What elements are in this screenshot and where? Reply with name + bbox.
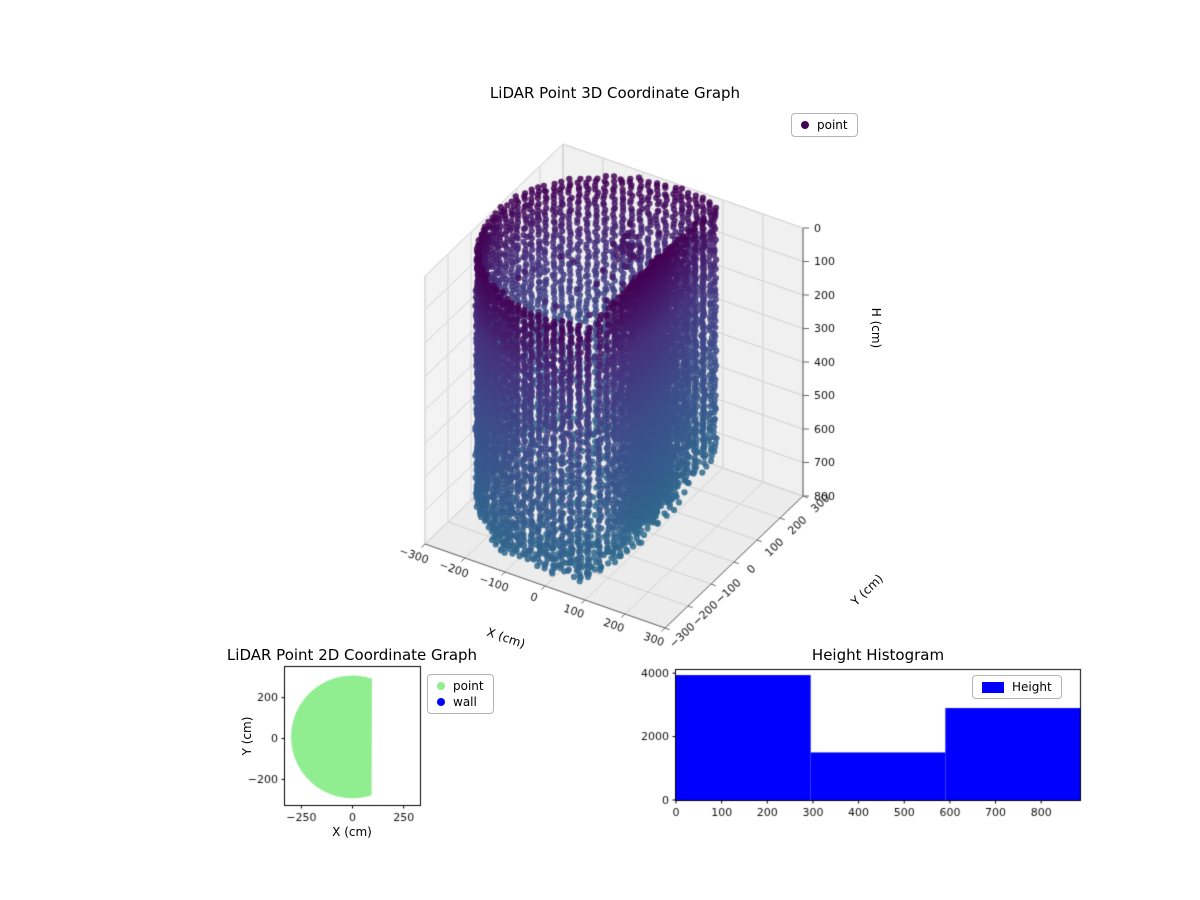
- wall-marker-icon: [437, 698, 445, 706]
- legend-item-point: point: [801, 119, 848, 131]
- plot-2d-title: LiDAR Point 2D Coordinate Graph: [226, 646, 478, 664]
- plot-2d-legend: point wall: [427, 674, 494, 714]
- legend-item-point: point: [437, 680, 484, 692]
- plot-3d-title: LiDAR Point 3D Coordinate Graph: [489, 84, 741, 102]
- legend-item-height: Height: [982, 681, 1052, 693]
- point-marker-icon: [801, 121, 809, 129]
- legend-label: Height: [1012, 680, 1052, 694]
- plot-2d-xaxis-label: X (cm): [332, 825, 372, 839]
- plot-3d-zaxis-label: H (cm): [869, 307, 883, 349]
- legend-label: point: [817, 118, 848, 132]
- legend-item-wall: wall: [437, 696, 484, 708]
- legend-label: wall: [453, 695, 477, 709]
- plot-2d-yaxis-label: Y (cm): [240, 716, 254, 756]
- plot-histogram-title: Height Histogram: [811, 646, 945, 664]
- plot-histogram-legend: Height: [972, 675, 1062, 699]
- point-marker-icon: [437, 682, 445, 690]
- plot-3d-legend: point: [791, 113, 858, 137]
- legend-label: point: [453, 679, 484, 693]
- height-bar-swatch-icon: [982, 681, 1004, 693]
